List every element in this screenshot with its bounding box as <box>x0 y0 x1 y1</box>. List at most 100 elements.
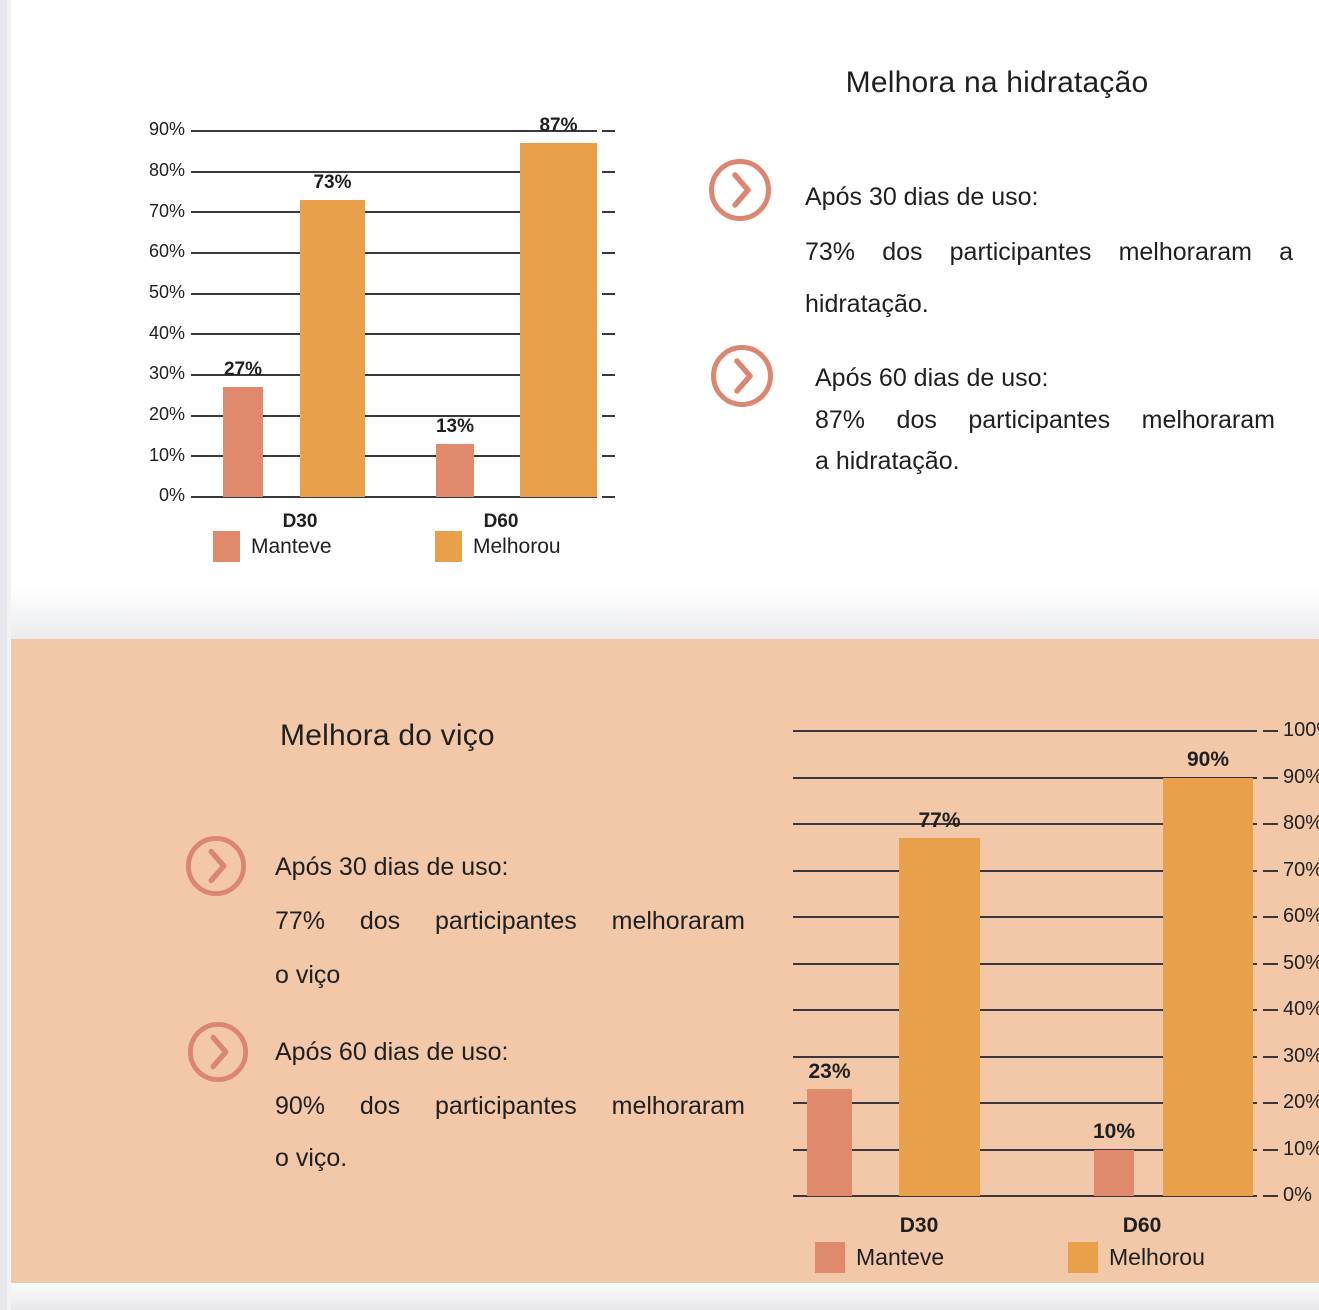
bullet-text-line: a hidratação. <box>815 447 960 475</box>
legend-label-manteve: Manteve <box>856 1244 945 1270</box>
chevron-circle-icon <box>708 158 772 227</box>
bar-value-label: 73% <box>313 172 352 194</box>
bar-melhorou <box>520 143 597 497</box>
gridline <box>793 1055 1257 1058</box>
gridline <box>191 211 597 214</box>
bar-value-label: 13% <box>435 416 475 438</box>
x-category-label: D30 <box>282 511 318 532</box>
gridline <box>793 916 1257 918</box>
y-axis-label: 70% <box>1283 858 1319 881</box>
x-category-label: D30 <box>899 1214 939 1237</box>
vitality-chart-plot-area: 0% 10% 20% 30% 40% 50% 60% 70% 80% 90% 100% 23% 77% 1… <box>793 719 1319 1237</box>
hydration-chart-plot-area: 0% 10% 20% 30% 40% 50% 60% 70% 80% 90% 27% 73% 13% 87… <box>149 115 615 532</box>
bullet-text-line: 77% dos participantes melhoraram <box>275 907 745 935</box>
x-category-label: D60 <box>483 511 519 532</box>
bar-manteve <box>223 387 263 497</box>
section-vitality: Melhora do viço Após 30 dias de uso: 77%… <box>10 639 1319 1283</box>
bullet-heading: Após 60 dias de uso: <box>275 1038 509 1066</box>
page-edge-shadow <box>10 587 1319 639</box>
axis-tick <box>1263 1102 1278 1104</box>
axis-tick <box>1263 1055 1278 1058</box>
y-axis-label: 50% <box>148 281 185 302</box>
legend-item-melhorou: Melhorou <box>1068 1242 1205 1273</box>
axis-tick <box>1263 776 1278 779</box>
legend-label-melhorou: Melhorou <box>473 534 561 558</box>
y-axis-label: 40% <box>1283 998 1319 1020</box>
gridline <box>191 130 597 132</box>
y-axis-label: 0% <box>1283 1184 1312 1206</box>
bullet-text-line: o viço. <box>275 1144 348 1172</box>
gridline <box>793 730 1257 732</box>
gridline <box>191 414 597 417</box>
bar-melhorou <box>300 200 365 497</box>
gridline <box>191 333 597 336</box>
axis-tick <box>602 414 615 417</box>
bullet-heading: Após 60 dias de uso: <box>815 364 1049 392</box>
bar-value-label: 87% <box>539 115 578 137</box>
axis-tick <box>602 130 615 132</box>
bar-value-label: 10% <box>1092 1120 1136 1144</box>
axis-tick <box>1263 1009 1278 1011</box>
y-axis-label: 40% <box>148 322 185 343</box>
y-axis-label: 30% <box>148 363 185 384</box>
axis-tick <box>1263 823 1278 825</box>
gridline <box>793 1148 1257 1151</box>
bullet-text-line: 87% dos participantes melhoraram <box>815 406 1275 434</box>
y-axis-label: 30% <box>1283 1044 1319 1067</box>
gridline <box>793 1102 1257 1104</box>
axis-tick <box>1263 1195 1278 1197</box>
axis-tick <box>602 252 615 254</box>
axis-tick <box>1263 730 1278 732</box>
axis-tick <box>602 292 615 295</box>
gridline <box>793 776 1257 779</box>
gridline <box>191 374 597 376</box>
axis-tick <box>602 496 615 498</box>
legend-swatch-melhorou <box>1068 1242 1098 1273</box>
y-axis-label: 80% <box>1283 812 1319 834</box>
axis-tick <box>1263 962 1278 965</box>
axis-tick <box>602 374 615 376</box>
gridline <box>191 252 597 254</box>
y-axis-label: 80% <box>148 159 185 180</box>
gridline <box>191 496 597 498</box>
legend-label-manteve: Manteve <box>251 534 332 558</box>
bar-value-label: 90% <box>1186 748 1230 772</box>
bullet-text-line: o viço <box>275 961 341 989</box>
axis-tick <box>602 333 615 336</box>
bullet-heading: Após 30 dias de uso: <box>805 183 1039 211</box>
legend-item-manteve: Manteve <box>815 1242 944 1273</box>
bullet-text-line: 73% dos participantes melhoraram a <box>805 238 1293 266</box>
gridline <box>793 1009 1257 1011</box>
y-axis-label: 10% <box>1283 1137 1319 1160</box>
bar-melhorou <box>1163 777 1253 1196</box>
y-axis-label: 90% <box>1283 765 1319 788</box>
bullet-heading: Após 30 dias de uso: <box>275 853 509 881</box>
y-axis-label: 0% <box>158 485 185 506</box>
bar-melhorou <box>899 837 980 1196</box>
section-hydration: 0% 10% 20% 30% 40% 50% 60% 70% 80% 90% 27% 73% 13% 87… <box>10 0 1319 639</box>
chevron-circle-icon <box>710 344 774 413</box>
bar-value-label: 27% <box>223 359 263 381</box>
y-axis-label: 70% <box>148 200 185 221</box>
axis-tick <box>1263 869 1278 872</box>
y-axis-label: 100% <box>1283 719 1319 741</box>
axis-tick <box>602 455 615 458</box>
gridline <box>793 823 1257 825</box>
axis-tick <box>602 211 615 214</box>
bullet-text-line: 90% dos participantes melhoraram <box>275 1092 745 1120</box>
gridline <box>191 292 597 295</box>
chevron-circle-icon <box>185 835 247 902</box>
axis-tick <box>1263 916 1278 918</box>
bar-manteve <box>1094 1149 1134 1196</box>
page-gap <box>10 1283 1319 1310</box>
gridline <box>793 1195 1257 1197</box>
gridline <box>191 455 597 458</box>
legend-item-melhorou: Melhorou <box>435 531 561 562</box>
y-axis-label: 50% <box>1283 951 1319 974</box>
chevron-circle-icon <box>187 1021 249 1088</box>
legend-item-manteve: Manteve <box>213 531 332 562</box>
bar-manteve <box>436 444 474 497</box>
y-axis-label: 20% <box>1283 1091 1319 1113</box>
legend-label-melhorou: Melhorou <box>1109 1244 1205 1270</box>
page-gutter <box>0 0 11 1310</box>
